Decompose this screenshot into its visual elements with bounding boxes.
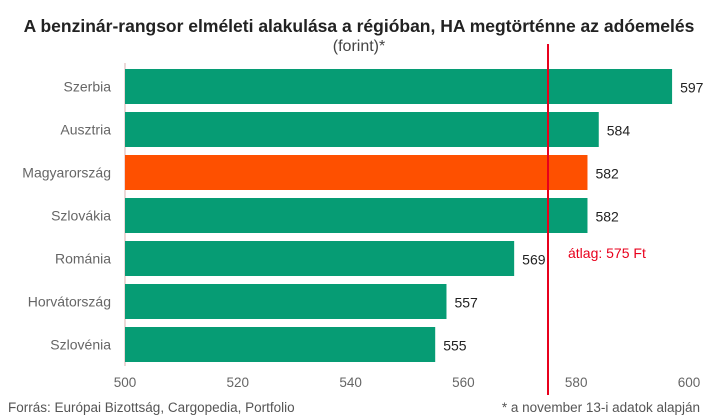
value-label-2: 582 bbox=[595, 166, 619, 182]
x-tick-label-5: 600 bbox=[678, 375, 701, 390]
category-label-6: Szlovénia bbox=[50, 337, 111, 353]
x-tick-label-1: 520 bbox=[227, 375, 250, 390]
value-label-4: 569 bbox=[522, 252, 546, 268]
value-label-0: 597 bbox=[680, 80, 704, 96]
bar-5 bbox=[125, 284, 447, 319]
category-label-4: Románia bbox=[55, 251, 111, 267]
category-label-5: Horvátország bbox=[28, 294, 111, 310]
bar-2 bbox=[125, 155, 588, 190]
bar-1 bbox=[125, 112, 599, 147]
value-label-3: 582 bbox=[595, 209, 619, 225]
category-label-3: Szlovákia bbox=[51, 208, 111, 224]
bar-3 bbox=[125, 198, 588, 233]
value-label-5: 557 bbox=[454, 295, 478, 311]
value-label-6: 555 bbox=[443, 338, 467, 354]
bar-6 bbox=[125, 327, 436, 362]
bar-0 bbox=[125, 69, 673, 104]
bar-4 bbox=[125, 241, 515, 276]
footnote: * a november 13-i adatok alapján bbox=[501, 400, 700, 415]
category-label-1: Ausztria bbox=[60, 122, 111, 138]
category-label-0: Szerbia bbox=[64, 79, 112, 95]
chart-title: A benzinár-rangsor elméleti alakulása a … bbox=[23, 16, 695, 36]
chart-subtitle: (forint)* bbox=[332, 38, 386, 55]
category-label-2: Magyarország bbox=[22, 165, 111, 181]
x-tick-label-4: 580 bbox=[565, 375, 588, 390]
average-label: átlag: 575 Ft bbox=[568, 245, 646, 261]
x-tick-label-2: 540 bbox=[339, 375, 362, 390]
source-note: Forrás: Európai Bizottság, Cargopedia, P… bbox=[8, 400, 295, 415]
x-tick-label-0: 500 bbox=[114, 375, 137, 390]
x-tick-label-3: 560 bbox=[452, 375, 475, 390]
value-label-1: 584 bbox=[607, 123, 631, 139]
